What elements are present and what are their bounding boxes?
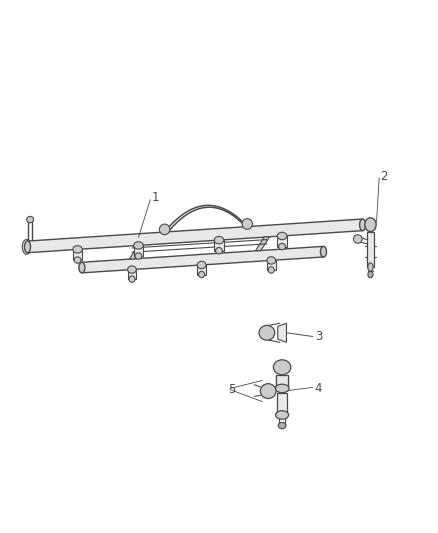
- Ellipse shape: [134, 241, 143, 249]
- Ellipse shape: [273, 360, 291, 375]
- Ellipse shape: [197, 261, 206, 269]
- Ellipse shape: [73, 246, 82, 253]
- Ellipse shape: [275, 384, 289, 393]
- Text: 5: 5: [228, 383, 235, 396]
- Polygon shape: [129, 245, 143, 259]
- Polygon shape: [73, 249, 82, 260]
- Ellipse shape: [321, 246, 326, 257]
- Ellipse shape: [79, 262, 85, 273]
- Polygon shape: [214, 240, 224, 251]
- Ellipse shape: [278, 422, 286, 429]
- Ellipse shape: [242, 219, 253, 229]
- Polygon shape: [276, 375, 288, 389]
- Ellipse shape: [268, 267, 274, 273]
- Ellipse shape: [127, 266, 136, 273]
- Ellipse shape: [215, 247, 223, 254]
- Polygon shape: [28, 219, 363, 253]
- Ellipse shape: [267, 257, 276, 264]
- Ellipse shape: [353, 235, 362, 243]
- Ellipse shape: [365, 218, 376, 231]
- Ellipse shape: [279, 244, 286, 250]
- Ellipse shape: [277, 232, 287, 240]
- Text: 2: 2: [380, 170, 388, 183]
- Text: 4: 4: [315, 382, 322, 395]
- Ellipse shape: [198, 271, 205, 278]
- Polygon shape: [367, 231, 374, 267]
- Ellipse shape: [368, 271, 373, 278]
- Ellipse shape: [22, 239, 31, 254]
- Ellipse shape: [159, 224, 170, 235]
- Ellipse shape: [135, 253, 142, 259]
- Ellipse shape: [74, 257, 81, 263]
- Text: 1: 1: [152, 191, 159, 204]
- Polygon shape: [267, 261, 276, 270]
- Polygon shape: [255, 237, 269, 251]
- Ellipse shape: [214, 237, 224, 244]
- Polygon shape: [197, 265, 206, 274]
- Ellipse shape: [276, 411, 289, 419]
- Polygon shape: [127, 270, 136, 279]
- Ellipse shape: [360, 219, 366, 231]
- Ellipse shape: [260, 384, 276, 399]
- Ellipse shape: [25, 241, 31, 253]
- Polygon shape: [278, 323, 286, 342]
- Ellipse shape: [259, 325, 275, 340]
- Polygon shape: [82, 246, 323, 273]
- Polygon shape: [277, 393, 287, 415]
- Ellipse shape: [368, 263, 373, 271]
- Ellipse shape: [27, 216, 34, 223]
- Polygon shape: [277, 236, 287, 247]
- Ellipse shape: [129, 276, 135, 282]
- Polygon shape: [134, 245, 143, 256]
- Text: 3: 3: [315, 330, 322, 343]
